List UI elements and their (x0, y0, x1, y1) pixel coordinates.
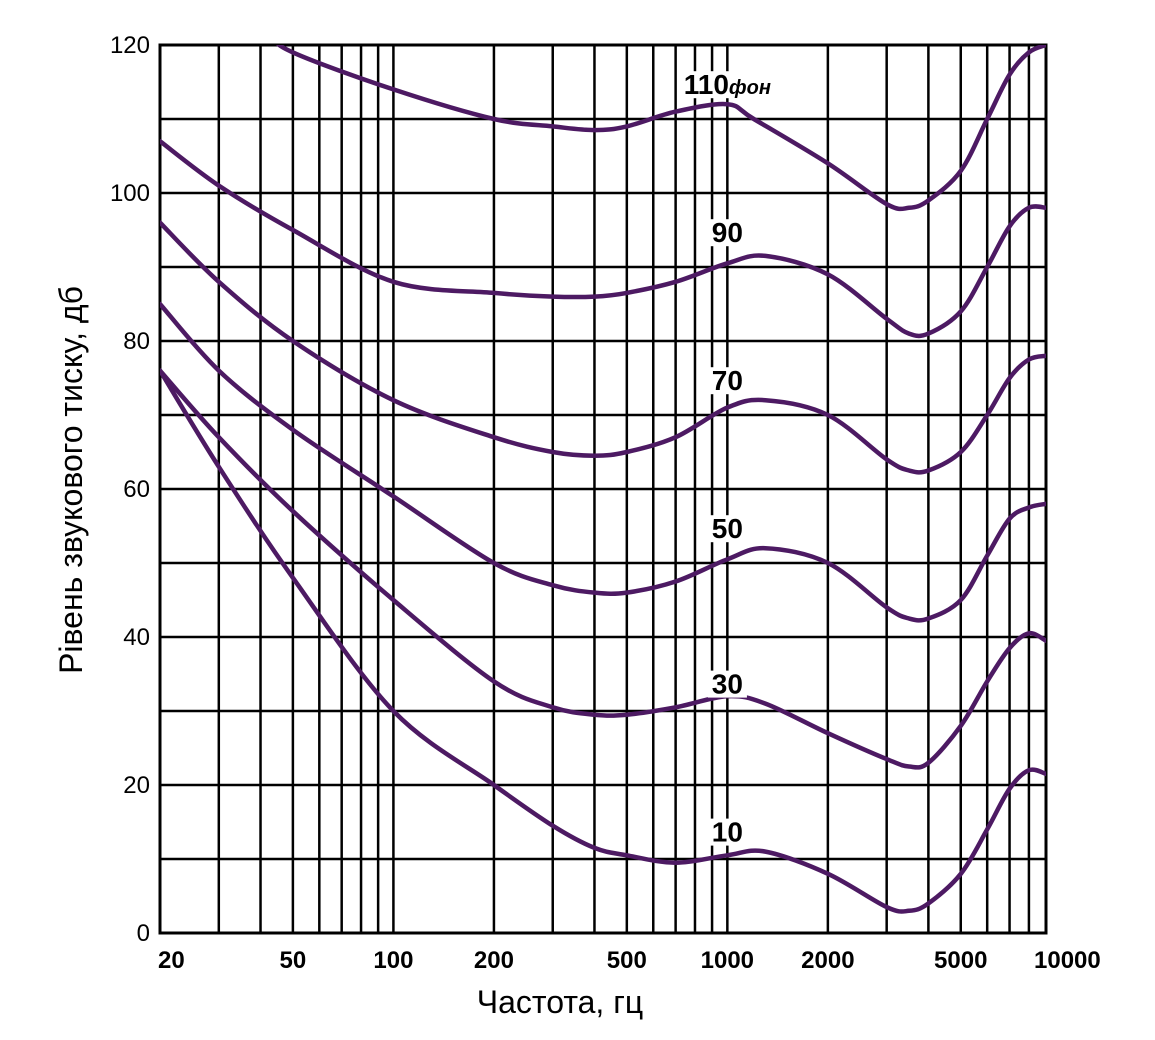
x-axis-label: Частота, гц (477, 984, 643, 1020)
y-tick-label: 20 (123, 772, 150, 799)
y-axis-label: Рівень звукового тиску, дб (53, 286, 89, 674)
y-tick-label: 40 (123, 624, 150, 651)
curve-label-background (707, 670, 747, 698)
y-tick-label: 0 (137, 920, 150, 947)
curve-label-30: 30 (712, 669, 743, 700)
curve-label-70: 70 (712, 365, 743, 396)
curve-label-background (679, 71, 775, 99)
curve-label-50: 50 (712, 513, 743, 544)
curve-label-unit: фон (729, 77, 771, 99)
curve-70-phon (160, 220, 1046, 475)
x-tick-label: 1000 (701, 947, 754, 974)
x-tick-label: 500 (607, 947, 647, 974)
curve-label-background (707, 367, 747, 395)
curve-label-background (707, 515, 747, 543)
x-tick-label: 2000 (801, 947, 854, 974)
curve-50-phon (160, 301, 1046, 623)
x-tick-label: 5000 (934, 947, 987, 974)
curve-label-90: 90 (712, 217, 743, 248)
curve-label-background (707, 219, 747, 247)
x-axis-ticks: 20 50 100 200 500 1000 2000 5000 10000 (158, 947, 1101, 974)
x-tick-label: 10000 (1034, 947, 1101, 974)
x-tick-label: 50 (280, 947, 307, 974)
curve-label-background (707, 818, 747, 846)
x-tick-label: 100 (373, 947, 413, 974)
y-axis-ticks: 0 20 40 60 80 100 120 (110, 32, 150, 947)
y-tick-label: 80 (123, 328, 150, 355)
grid (158, 43, 1048, 935)
y-tick-label: 100 (110, 180, 150, 207)
y-tick-label: 120 (110, 32, 150, 59)
curve-90-phon (160, 138, 1046, 339)
y-tick-label: 60 (123, 476, 150, 503)
curve-110-phon (275, 45, 1046, 212)
curve-label-10: 10 (712, 817, 743, 848)
x-tick-label: 200 (474, 947, 514, 974)
plot-frame (158, 43, 1048, 935)
x-tick-label: 20 (158, 947, 185, 974)
curve-10-phon (160, 368, 1046, 914)
